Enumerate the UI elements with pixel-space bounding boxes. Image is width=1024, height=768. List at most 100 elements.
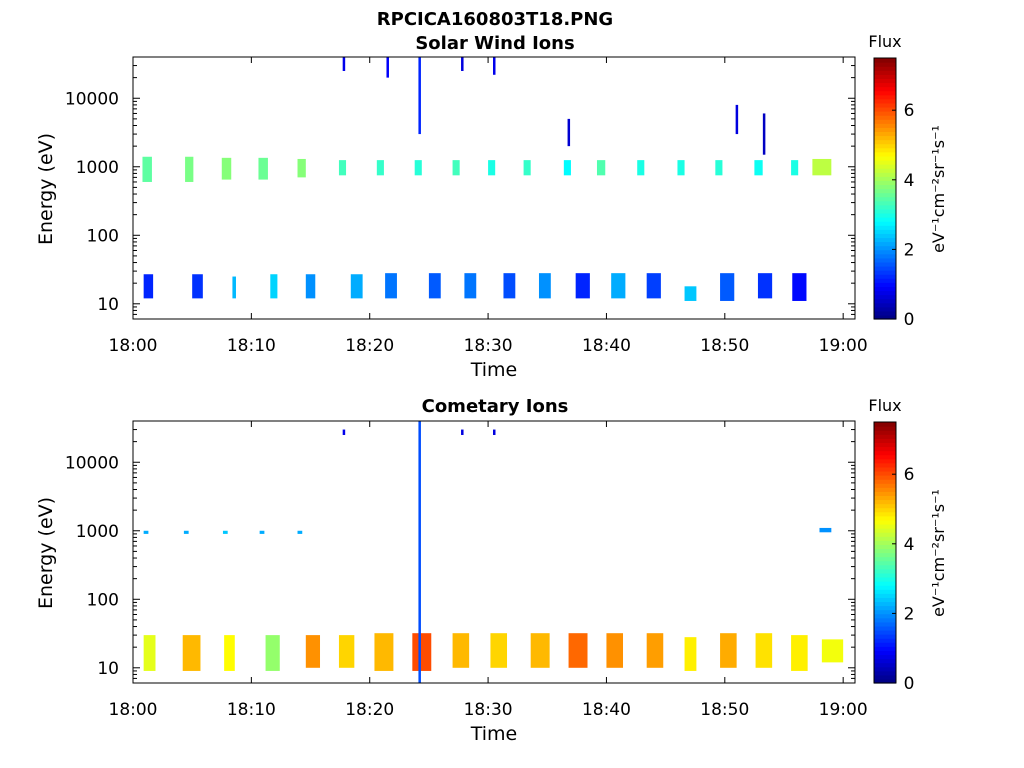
heatmap-block xyxy=(259,530,265,534)
colorbar-step xyxy=(874,536,896,541)
heatmap-block xyxy=(538,273,551,299)
colorbar-step xyxy=(874,654,896,660)
colorbar-step xyxy=(874,540,896,545)
colorbar-step xyxy=(874,515,896,521)
heatmap-block xyxy=(258,157,268,180)
colorbar-step xyxy=(874,290,896,296)
colorbar-step xyxy=(874,499,896,505)
heatmap-block xyxy=(374,633,394,671)
colorbar-step xyxy=(874,257,896,263)
y-tick-label: 1000 xyxy=(76,522,119,542)
colorbar-tick-label: 2 xyxy=(904,240,915,260)
colorbar-step xyxy=(874,662,896,668)
heatmap-block xyxy=(297,530,303,534)
colorbar-step xyxy=(874,638,896,643)
colorbar-step xyxy=(874,143,896,149)
y-tick-label: 100 xyxy=(87,590,119,610)
colorbar-step xyxy=(874,229,896,234)
heatmap-block xyxy=(222,530,228,534)
colorbar-step xyxy=(874,119,896,124)
heatmap-block xyxy=(563,160,571,176)
axes: 18:00 18:10 18:20 18:30 18:40 18:50 19:00 10 100… xyxy=(65,420,868,720)
colorbar-step xyxy=(874,519,896,525)
colorbar-step xyxy=(874,78,896,84)
colorbar-frame xyxy=(873,421,897,684)
heatmap-block xyxy=(637,160,645,176)
colorbar-step xyxy=(874,172,896,177)
heatmap-block xyxy=(812,158,832,176)
colorbar-step xyxy=(874,462,896,468)
heatmap-cells xyxy=(142,57,832,301)
colorbar-step xyxy=(874,86,896,92)
heatmap-block xyxy=(338,160,347,176)
x-tick-label: 19:00 xyxy=(819,700,868,720)
heatmap-block xyxy=(568,633,588,668)
colorbar-step xyxy=(874,184,896,190)
colorbar-step xyxy=(874,131,896,137)
colorbar-step xyxy=(874,98,896,104)
heatmap-block xyxy=(791,635,808,671)
figure-title: RPCICA160803T18.PNG xyxy=(377,9,613,30)
heatmap-streak xyxy=(461,429,464,435)
heatmap-block xyxy=(821,639,844,663)
colorbar-step xyxy=(874,159,896,165)
heatmap-block xyxy=(646,633,664,668)
colorbar-step xyxy=(874,233,896,239)
colorbar-step xyxy=(874,139,896,145)
y-tick-label: 1000 xyxy=(76,158,119,178)
heatmap-streak xyxy=(342,57,346,71)
colorbar-step xyxy=(874,597,896,603)
colorbar-step xyxy=(874,82,896,88)
colorbar-step xyxy=(874,123,896,128)
colorbar-tick-label: 0 xyxy=(904,674,915,694)
heatmap-block xyxy=(183,530,189,534)
panel-cometary: Cometary Ions 18:00 18:10 18:20 18:30 18:40 1… xyxy=(35,396,948,745)
colorbar-step xyxy=(874,475,896,480)
colorbar-step xyxy=(874,556,896,562)
x-tick-label: 18:00 xyxy=(109,336,158,356)
colorbar-step xyxy=(874,483,896,488)
colorbar-step xyxy=(874,678,896,684)
colorbar-step xyxy=(874,617,896,623)
heatmap-block xyxy=(646,273,661,299)
heatmap-block xyxy=(791,160,799,176)
heatmap-streak xyxy=(418,421,421,683)
colorbar-step xyxy=(874,90,896,96)
heatmap-streak xyxy=(418,57,421,135)
colorbar-unit: eV⁻¹cm⁻²sr⁻¹s⁻¹ xyxy=(929,125,948,253)
heatmap-block xyxy=(265,635,280,671)
y-tick-label: 10 xyxy=(97,295,119,315)
heatmap-block xyxy=(192,274,203,299)
colorbar-step xyxy=(874,241,896,247)
heatmap-block xyxy=(596,160,606,176)
heatmap-block xyxy=(182,635,201,671)
colorbar-step xyxy=(874,572,896,578)
colorbar-step xyxy=(874,593,896,598)
heatmap-streak xyxy=(762,113,766,155)
heatmap-block xyxy=(819,527,832,533)
panel-solar-wind: Solar Wind Ions 18:00 18:10 18:20 18:30 18:4… xyxy=(35,32,948,381)
colorbar-step xyxy=(874,507,896,513)
colorbar-step xyxy=(874,629,896,635)
colorbar-step xyxy=(874,442,896,448)
colorbar-tick-label: 2 xyxy=(904,604,915,624)
colorbar-step xyxy=(874,601,896,607)
colorbar-step xyxy=(874,613,896,619)
colorbar-step xyxy=(874,674,896,680)
colorbar-step xyxy=(874,422,896,427)
colorbar-step xyxy=(874,646,896,651)
colorbar-step xyxy=(874,634,896,639)
colorbar-step xyxy=(874,196,896,202)
colorbar-tick-label: 6 xyxy=(904,101,915,121)
heatmap-block xyxy=(792,273,807,301)
colorbar-step xyxy=(874,560,896,566)
colorbar-step xyxy=(874,270,896,275)
colorbar-step xyxy=(874,221,896,226)
colorbar-unit: eV⁻¹cm⁻²sr⁻¹s⁻¹ xyxy=(929,489,948,617)
colorbar-step xyxy=(874,650,896,656)
x-tick-label: 18:40 xyxy=(582,336,631,356)
heatmap-streak xyxy=(342,429,346,435)
heatmap-streak xyxy=(493,57,496,75)
colorbar-step xyxy=(874,306,896,312)
colorbar-step xyxy=(874,208,896,214)
